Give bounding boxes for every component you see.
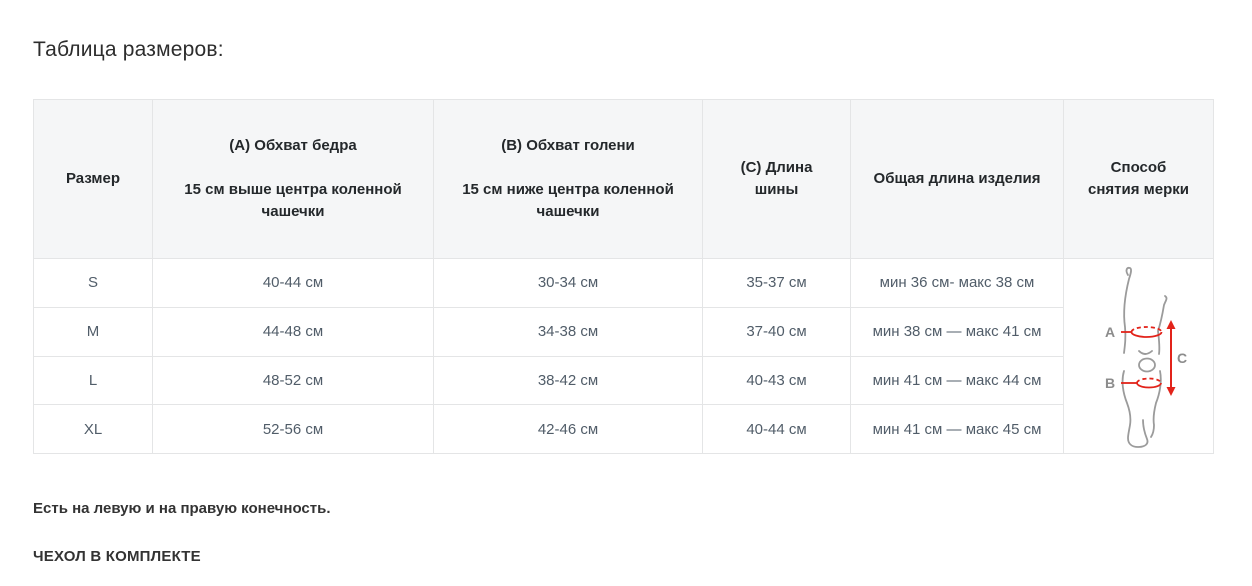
column-header-calf-girth: (B) Обхват голени 15 см ниже центра коле… (433, 99, 703, 259)
cell-total: мин 41 см — макс 45 см (850, 404, 1064, 454)
note-limb-availability: Есть на левую и на правую конечность. (33, 500, 331, 517)
cell-total: мин 41 см — макс 44 см (850, 355, 1064, 406)
column-header-thigh-girth: (A) Обхват бедра 15 см выше центра колен… (152, 99, 434, 259)
header-sublabel: 15 см ниже центра коленной чашечки (462, 181, 674, 220)
diagram-label-c: C (1177, 350, 1187, 366)
measuring-diagram-cell: A B C (1063, 258, 1214, 454)
size-table: Размер (A) Обхват бедра 15 см выше центр… (33, 99, 1214, 454)
cell-calf: 42-46 см (433, 404, 703, 454)
cell-splint: 40-44 см (702, 404, 851, 454)
leg-measurement-diagram: A B C (1105, 266, 1187, 448)
size-table-header: Размер (A) Обхват бедра 15 см выше центр… (33, 99, 1214, 259)
cell-calf: 30-34 см (433, 258, 703, 308)
header-row: Размер (A) Обхват бедра 15 см выше центр… (33, 99, 1214, 259)
leg-outline-icon (1121, 266, 1168, 448)
cell-total: мин 36 см- макс 38 см (850, 258, 1064, 308)
table-row-size-xl: XL 52-56 см 42-46 см 40-44 см мин 41 см … (33, 404, 1214, 454)
header-sublabel: 15 см выше центра коленной чашечки (184, 181, 402, 220)
cell-calf: 34-38 см (433, 306, 703, 357)
cell-splint: 35-37 см (702, 258, 851, 308)
cell-thigh: 52-56 см (152, 404, 434, 454)
header-label: (B) Обхват голени (501, 137, 635, 155)
thigh-girth-dashed-a (1130, 326, 1163, 333)
table-row-size-m: M 44-48 см 34-38 см 37-40 см мин 38 см —… (33, 306, 1214, 357)
diagram-labels: A B C (1105, 324, 1187, 391)
header-label: (A) Обхват бедра (229, 137, 357, 155)
thigh-girth-line-a (1130, 331, 1163, 338)
arrowhead-up-icon (1166, 320, 1176, 329)
header-label: (C) Длина шины (740, 159, 813, 198)
cell-size: M (33, 306, 153, 357)
arrowheads (1166, 320, 1176, 396)
cell-total: мин 38 см — макс 41 см (850, 306, 1064, 357)
table-row-size-s: S 40-44 см 30-34 см 35-37 см мин 36 см- … (33, 258, 1214, 454)
page-title: Таблица размеров: (33, 38, 224, 61)
calf-girth-line-b (1136, 382, 1162, 389)
header-label: Способ снятия мерки (1088, 159, 1189, 198)
cell-thigh: 44-48 см (152, 306, 434, 357)
header-label: Общая длина изделия (873, 170, 1041, 188)
arrowhead-down-icon (1166, 387, 1176, 396)
cell-splint: 37-40 см (702, 306, 851, 357)
column-header-total-length: Общая длина изделия (850, 99, 1064, 259)
diagram-label-a: A (1105, 324, 1115, 340)
cell-size: L (33, 355, 153, 406)
cell-size: XL (33, 404, 153, 454)
column-header-splint-length: (C) Длина шины (702, 99, 851, 259)
calf-girth-dashed-b (1136, 377, 1162, 384)
diagram-label-b: B (1105, 375, 1115, 391)
cell-splint: 40-43 см (702, 355, 851, 406)
column-header-size: Размер (33, 99, 153, 259)
cell-size: S (33, 258, 153, 308)
header-label: Размер (65, 170, 121, 188)
measure-marks (1121, 326, 1172, 390)
table-row-size-l: L 48-52 см 38-42 см 40-43 см мин 41 см —… (33, 355, 1214, 406)
cell-thigh: 48-52 см (152, 355, 434, 406)
cell-thigh: 40-44 см (152, 258, 434, 308)
column-header-measuring-method: Способ снятия мерки (1063, 99, 1214, 259)
note-cover-included: ЧЕХОЛ В КОМПЛЕКТЕ (33, 548, 201, 565)
cell-calf: 38-42 см (433, 355, 703, 406)
size-table-body: S 40-44 см 30-34 см 35-37 см мин 36 см- … (33, 258, 1214, 454)
